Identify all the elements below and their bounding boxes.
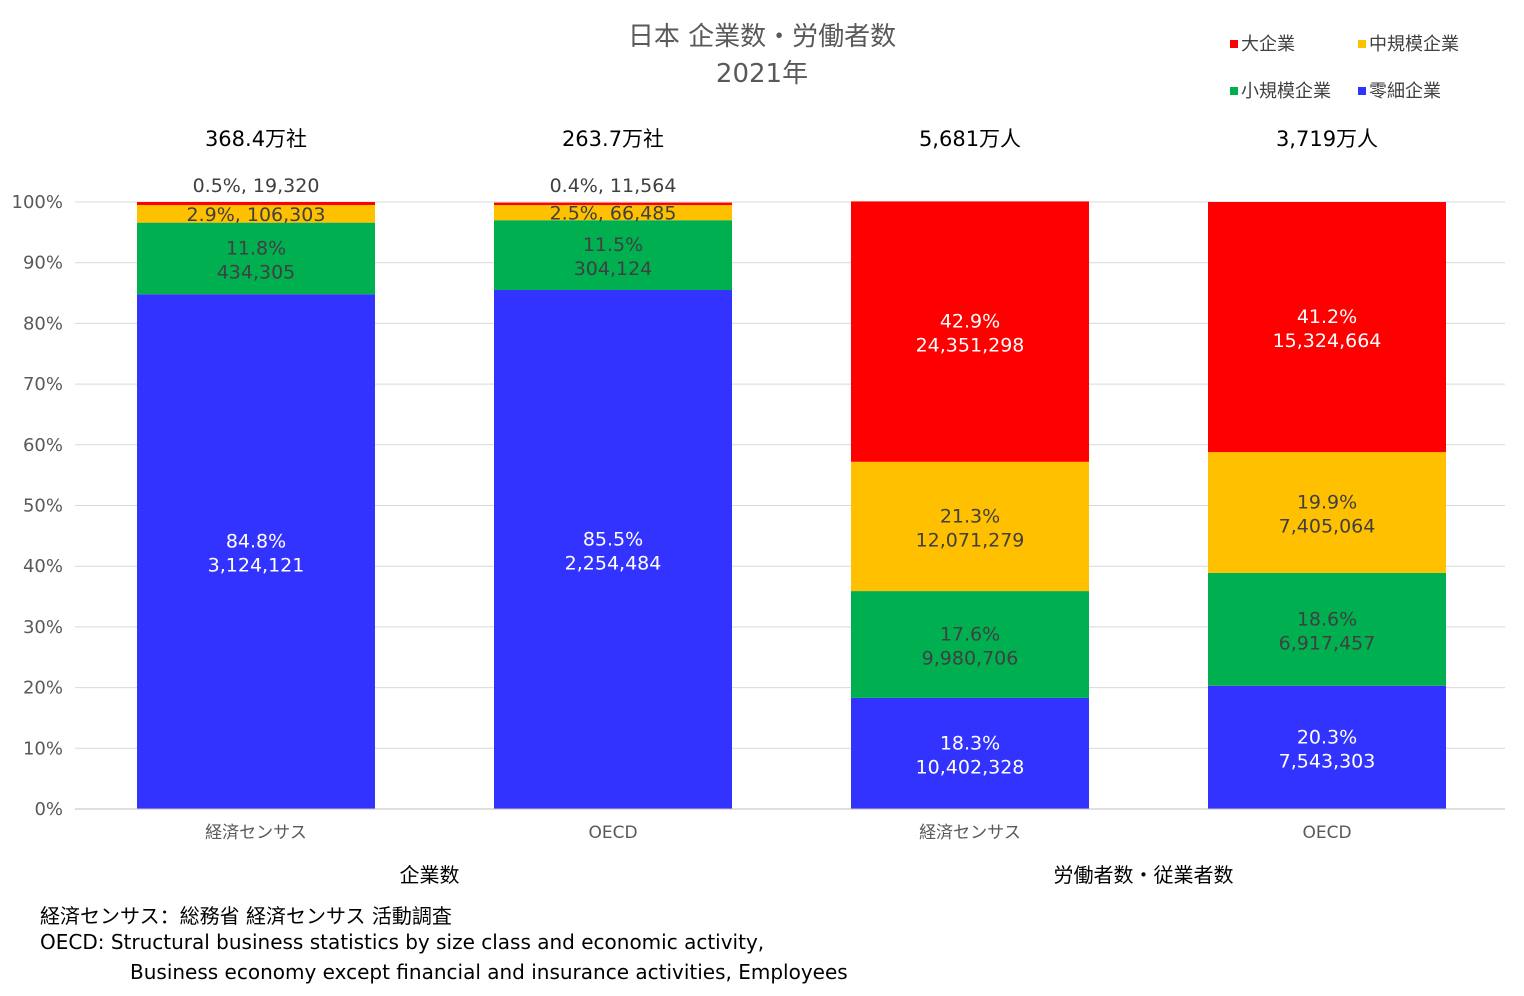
- segment-percent-label: 18.3%: [940, 732, 1000, 754]
- bar-segment: [851, 697, 1089, 809]
- segment-percent-label: 41.2%: [1297, 306, 1357, 328]
- source-note-census: 経済センサス：総務省 経済センサス 活動調査: [40, 904, 452, 928]
- segment-percent-label: 20.3%: [1297, 726, 1357, 748]
- x-group-label: 企業数: [400, 863, 460, 887]
- segment-combined-label: 2.9%, 106,303: [187, 204, 326, 226]
- segment-count-label: 10,402,328: [916, 756, 1025, 778]
- legend-label: 大企業: [1241, 34, 1295, 55]
- bar-segment: [851, 461, 1089, 592]
- y-tick-label: 50%: [23, 496, 63, 517]
- y-axis: 0% 10% 20% 30% 40% 50% 60% 70% 80% 90% 100%: [12, 192, 63, 820]
- segment-count-label: 12,071,279: [916, 529, 1025, 551]
- legend-label: 小規模企業: [1241, 81, 1331, 102]
- segment-count-label: 7,543,303: [1279, 750, 1376, 772]
- segment-percent-label: 17.6%: [940, 624, 1000, 646]
- segment-percent-label: 19.9%: [1297, 491, 1357, 513]
- segment-count-label: 6,917,457: [1279, 632, 1376, 654]
- y-tick-label: 80%: [23, 313, 63, 334]
- segment-percent-label: 11.5%: [583, 234, 643, 256]
- y-tick-label: 20%: [23, 678, 63, 699]
- segment-combined-label: 0.5%, 19,320: [193, 175, 320, 197]
- bar-total-label: 263.7万社: [562, 127, 664, 151]
- segment-percent-label: 84.8%: [226, 531, 286, 553]
- bar-segment: [851, 201, 1089, 462]
- bar-segment: [137, 294, 375, 809]
- legend-swatch: [1358, 87, 1366, 95]
- bar-segment: [137, 202, 375, 206]
- segment-count-label: 3,124,121: [208, 555, 305, 577]
- y-tick-label: 70%: [23, 374, 63, 395]
- x-axis: 経済センサス OECD 経済センサス OECD 企業数 労働者数・従業者数: [75, 808, 1505, 887]
- source-note-oecd: OECD: Structural business statistics by …: [40, 930, 765, 954]
- chart-title: 日本 企業数・労働者数: [628, 22, 896, 52]
- bar-segment: [851, 591, 1089, 698]
- y-tick-label: 0%: [34, 799, 63, 820]
- y-tick-label: 100%: [12, 192, 63, 213]
- bar-total-label: 368.4万社: [205, 127, 307, 151]
- stacked-bar-chart: 日本 企業数・労働者数 2021年 0% 10% 20% 30% 40% 50% 60% 70…: [12, 22, 1505, 887]
- x-category-label: OECD: [588, 823, 637, 843]
- bar-segment: [1208, 452, 1446, 573]
- bar-segment: [1208, 685, 1446, 809]
- bar-segment: [1208, 202, 1446, 453]
- bar-totals: 368.4万社 263.7万社 5,681万人 3,719万人: [205, 127, 1378, 151]
- x-category-label: OECD: [1302, 823, 1351, 843]
- segment-count-label: 9,980,706: [922, 648, 1019, 670]
- x-category-label: 経済センサス: [205, 823, 307, 843]
- segment-count-label: 2,254,484: [565, 553, 662, 575]
- bar-segment: [1208, 572, 1446, 686]
- segment-count-label: 7,405,064: [1279, 515, 1376, 537]
- segment-labels: 84.8%3,124,121 11.8%434,305 2.9%, 106,303 0…: [187, 175, 1382, 778]
- segment-combined-label: 0.4%, 11,564: [550, 175, 677, 197]
- bar-segment: [494, 205, 732, 221]
- segment-count-label: 434,305: [217, 261, 296, 283]
- bar-segment: [494, 220, 732, 291]
- bar-segment: [137, 222, 375, 295]
- bar-segment: [494, 202, 732, 206]
- y-tick-label: 30%: [23, 617, 63, 638]
- segment-percent-label: 85.5%: [583, 529, 643, 551]
- y-tick-label: 10%: [23, 738, 63, 759]
- x-group-label: 労働者数・従業者数: [1054, 863, 1234, 887]
- segment-count-label: 304,124: [574, 258, 653, 280]
- y-tick-label: 60%: [23, 435, 63, 456]
- bar-segment: [137, 205, 375, 223]
- legend-swatch: [1230, 40, 1238, 48]
- bars: [137, 201, 1446, 809]
- bar-total-label: 5,681万人: [919, 127, 1021, 151]
- segment-percent-label: 11.8%: [226, 237, 286, 259]
- legend-label: 零細企業: [1369, 81, 1441, 102]
- segment-count-label: 15,324,664: [1273, 330, 1382, 352]
- y-tick-label: 40%: [23, 556, 63, 577]
- segment-count-label: 24,351,298: [916, 335, 1025, 357]
- bar-segment: [494, 290, 732, 809]
- chart-subtitle: 2021年: [716, 59, 808, 89]
- bar-total-label: 3,719万人: [1276, 127, 1378, 151]
- legend-swatch: [1230, 87, 1238, 95]
- segment-percent-label: 21.3%: [940, 505, 1000, 527]
- segment-percent-label: 18.6%: [1297, 608, 1357, 630]
- x-category-label: 経済センサス: [919, 823, 1021, 843]
- legend-swatch: [1358, 40, 1366, 48]
- segment-percent-label: 42.9%: [940, 311, 1000, 333]
- legend-label: 中規模企業: [1369, 34, 1459, 55]
- source-note-oecd-detail: Business economy except financial and in…: [130, 960, 848, 984]
- segment-combined-label: 2.5%, 66,485: [550, 203, 677, 225]
- y-tick-label: 90%: [23, 253, 63, 274]
